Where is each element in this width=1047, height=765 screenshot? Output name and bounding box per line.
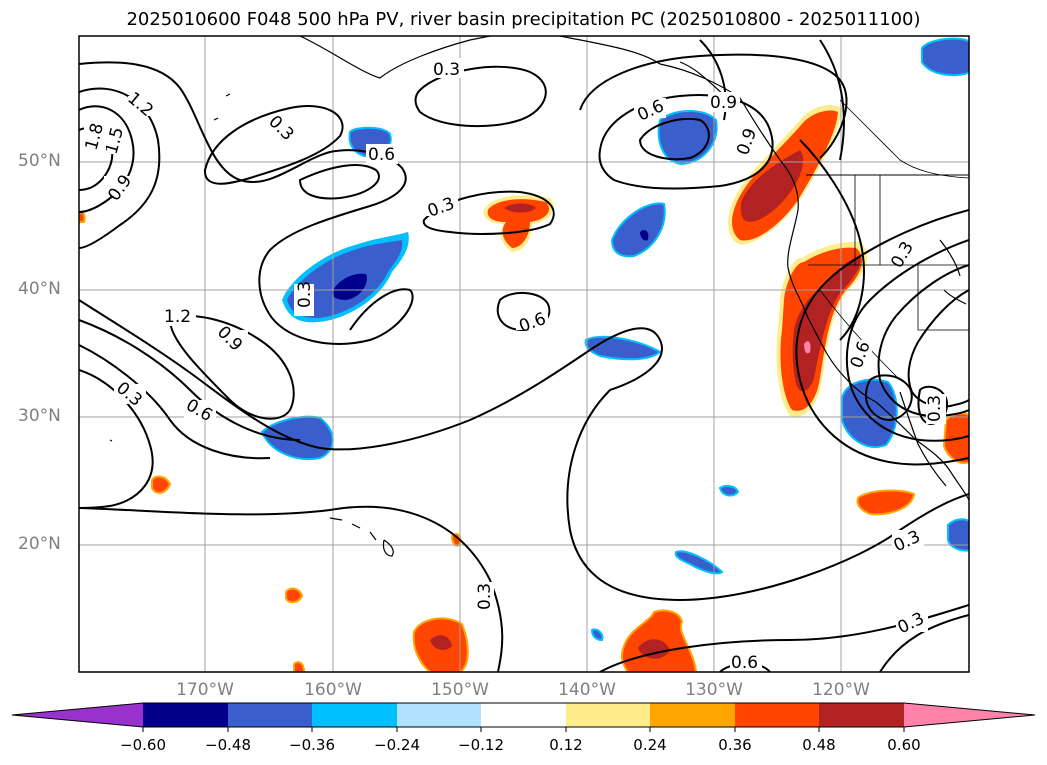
contour-label: 0.3 (475, 583, 495, 610)
colorbar-tick-label: −0.48 (205, 736, 251, 754)
colorbar-swatch (566, 703, 650, 727)
colorbar-swatch (481, 703, 566, 727)
contour-label: 0.6 (731, 653, 758, 673)
hawaii (329, 517, 394, 557)
colorbar-swatch (735, 703, 819, 727)
colorbar-extend-low (12, 703, 143, 727)
pv-contour-trough (795, 209, 969, 466)
lon-label-150w: 150°W (431, 680, 489, 700)
lat-label-40n: 40°N (18, 279, 61, 299)
contour-label: 0.9 (710, 93, 737, 113)
alaska-coast (299, 36, 491, 79)
colorbar-swatch (397, 703, 481, 727)
contour-label: 1.2 (164, 307, 191, 327)
lon-label-120w: 120°W (812, 680, 870, 700)
lon-label-140w: 140°W (558, 680, 616, 700)
lat-label-30n: 30°N (18, 406, 61, 426)
map-panel: 0.3 0.3 0.3 0.3 0.3 0.3 0.3 0.3 0.3 0.3 (78, 35, 970, 673)
colorbar-tick-label: 0.36 (718, 736, 752, 754)
contour-label: 0.6 (368, 145, 395, 165)
colorbar-extend-high (904, 703, 1035, 727)
pv-contour-ring (203, 105, 344, 185)
lon-label-160w: 160°W (304, 680, 362, 700)
contour-label: 0.3 (433, 60, 460, 80)
colorbar-swatch (312, 703, 397, 727)
contour-label: 0.3 (925, 395, 945, 422)
colorbar-tick-label: −0.36 (289, 736, 335, 754)
contour-label: 0.3 (295, 281, 315, 308)
colorbar-tick-label: −0.12 (458, 736, 504, 754)
lat-label-50n: 50°N (18, 151, 61, 171)
colorbar (11, 702, 1036, 732)
colorbar-swatch (650, 703, 735, 727)
lon-label-170w: 170°W (176, 680, 234, 700)
colorbar-swatch (228, 703, 312, 727)
colorbar-tick-label: 0.48 (802, 736, 836, 754)
pv-contour-large (79, 299, 663, 451)
lon-label-130w: 130°W (685, 680, 743, 700)
lat-label-20n: 20°N (18, 534, 61, 554)
colorbar-tick-label: 0.24 (633, 736, 667, 754)
map-border (78, 35, 970, 673)
colorbar-swatch (143, 703, 228, 727)
colorbar-tick-label: 0.12 (549, 736, 583, 754)
pv-contour (79, 61, 414, 345)
colorbar-swatch (819, 703, 904, 727)
contour-labels: 0.3 0.3 0.3 0.3 0.3 0.3 0.3 0.3 0.3 0.3 (82, 58, 946, 673)
chart-title: 2025010600 F048 500 hPa PV, river basin … (126, 9, 921, 30)
colorbar-tick-label: −0.24 (374, 736, 420, 754)
neg-area-30n (260, 415, 334, 460)
colorbar-tick-label: −0.60 (120, 736, 166, 754)
colorbar-tick-label: 0.60 (887, 736, 921, 754)
